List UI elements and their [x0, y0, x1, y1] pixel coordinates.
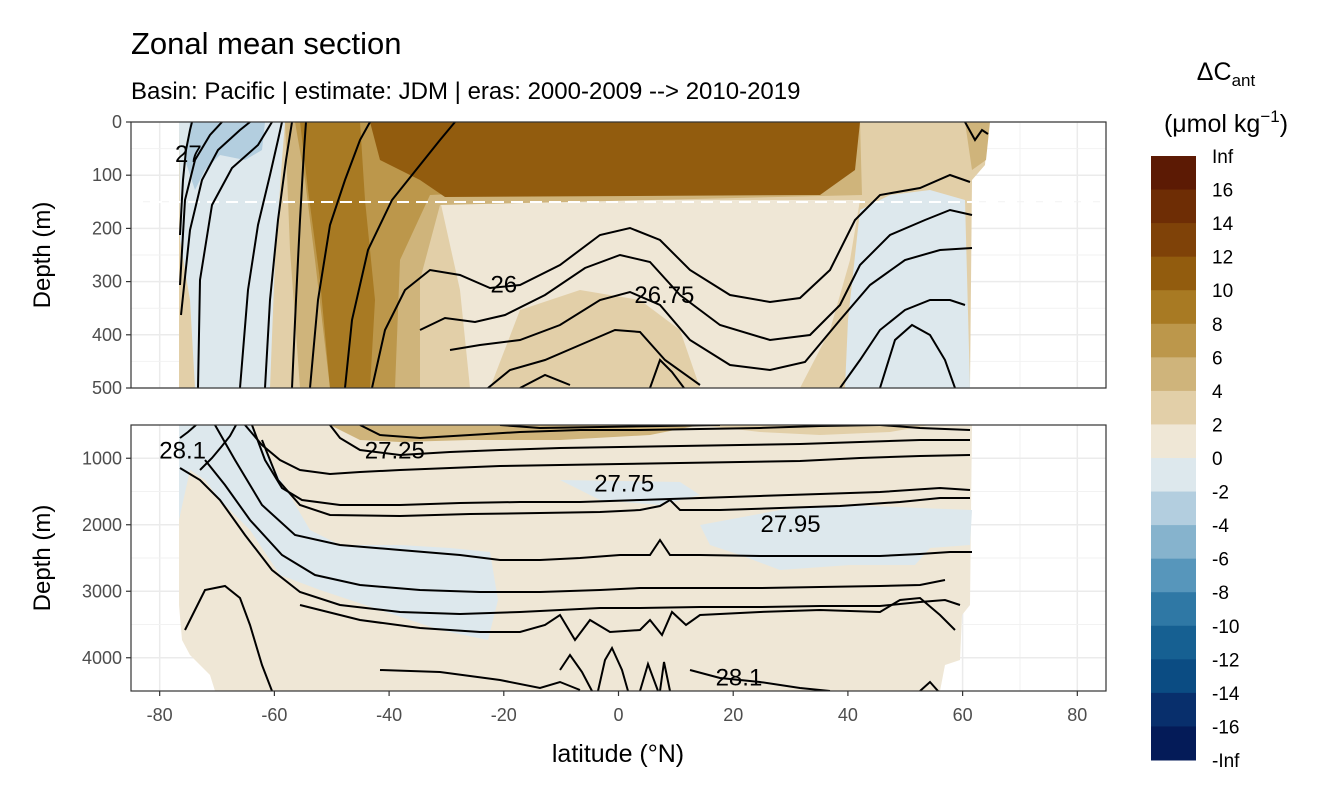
x-tick-label: 0 — [613, 705, 623, 725]
upper-fill-neg-south-strong — [185, 122, 265, 190]
upper-fill-neg-north — [845, 190, 970, 388]
legend-color-swatch — [1151, 558, 1196, 593]
x-tick-label: 40 — [838, 705, 858, 725]
legend-label: 10 — [1212, 281, 1233, 302]
contour-label: 27.25 — [365, 437, 425, 464]
legend-label: -Inf — [1212, 751, 1240, 772]
legend-label: -2 — [1212, 483, 1229, 504]
x-tick-label: 20 — [723, 705, 743, 725]
legend-color-swatch — [1151, 491, 1196, 526]
upper-fill-pos-8 — [300, 122, 375, 388]
legend-label: -6 — [1212, 550, 1229, 571]
upper-panel: 26 26.75 27 0 100 200 300 400 500 Depth (m) — [29, 112, 1107, 398]
y-tick-label: 400 — [92, 325, 122, 345]
lower-panel: 28.1 27.25 27.75 27.95 28.1 1000 2000 3000 4000… — [29, 424, 1107, 692]
legend-color-swatch — [1151, 189, 1196, 224]
x-axis: -80 -60 -40 -20 0 20 40 60 80 — [147, 691, 1087, 725]
upper-panel-border — [130, 121, 1107, 389]
legend-label: 6 — [1212, 348, 1223, 369]
x-tick-label: -40 — [376, 705, 402, 725]
legend-color-swatch — [1151, 525, 1196, 560]
legend-title-symbol: ΔCant — [1197, 58, 1256, 90]
upper-filled-contours — [179, 122, 990, 388]
legend-color-swatch — [1151, 290, 1196, 325]
legend-color-swatch — [1151, 357, 1196, 392]
legend-label: 14 — [1212, 214, 1234, 235]
legend-color-swatch — [1151, 156, 1196, 191]
chart-title: Zonal mean section — [131, 26, 402, 61]
legend-label: 0 — [1212, 449, 1223, 470]
chart-subtitle: Basin: Pacific | estimate: JDM | eras: 2… — [131, 78, 800, 105]
legend-label: -10 — [1212, 617, 1239, 638]
legend-title-close: ) — [1280, 110, 1288, 138]
y-tick-label: 300 — [92, 272, 122, 292]
legend-label: -4 — [1212, 516, 1229, 537]
legend-color-swatch — [1151, 256, 1196, 291]
legend-title-subscript: ant — [1232, 71, 1256, 90]
legend-title-superscript: −1 — [1260, 107, 1279, 126]
legend-label: 4 — [1212, 382, 1223, 403]
legend-color-swatch — [1151, 659, 1196, 694]
contour-label: 26 — [490, 271, 517, 298]
legend-color-swatch — [1151, 390, 1196, 425]
contour-label: 28.1 — [716, 665, 763, 692]
lower-y-axis: 1000 2000 3000 4000 — [82, 448, 131, 668]
legend-label: -12 — [1212, 650, 1239, 671]
upper-isopycnals — [179, 122, 989, 388]
legend-color-swatch — [1151, 726, 1196, 761]
contour-label: 27.95 — [761, 511, 821, 538]
legend: ΔCant (μmol kg−1) Inf 16 14 12 10 8 6 4 2 0 -2 -4 -6… — [1151, 58, 1288, 772]
legend-label: 8 — [1212, 315, 1223, 336]
y-tick-label: 0 — [112, 112, 122, 132]
legend-label: 2 — [1212, 415, 1223, 436]
upper-fill-zero-band — [440, 200, 860, 388]
legend-color-swatch — [1151, 592, 1196, 627]
legend-colorbar — [1151, 156, 1196, 761]
contour-label: 27.75 — [594, 471, 654, 498]
contour-label: 28.1 — [159, 437, 206, 464]
legend-label: -8 — [1212, 583, 1229, 604]
x-tick-label: 60 — [953, 705, 973, 725]
lower-y-axis-title: Depth (m) — [29, 505, 56, 612]
legend-color-swatch — [1151, 692, 1196, 727]
upper-y-axis: 0 100 200 300 400 500 — [92, 112, 131, 398]
legend-title-unit-text: (μmol kg — [1164, 110, 1260, 138]
x-tick-label: -20 — [491, 705, 517, 725]
x-tick-label: -60 — [261, 705, 287, 725]
y-tick-label: 4000 — [82, 648, 122, 668]
lower-fill-neg-south — [179, 425, 498, 640]
lower-isopycnals — [179, 425, 972, 691]
upper-contour-labels: 26 26.75 27 — [175, 141, 694, 309]
y-tick-label: 1000 — [82, 448, 122, 468]
legend-labels: Inf 16 14 12 10 8 6 4 2 0 -2 -4 -6 -8 -10 -12 -14 -16 -Inf — [1212, 147, 1240, 772]
x-tick-label: -80 — [147, 705, 173, 725]
legend-label: 12 — [1212, 248, 1233, 269]
legend-label: 16 — [1212, 181, 1233, 202]
lower-fill-neg-north — [700, 505, 972, 570]
upper-y-axis-title: Depth (m) — [29, 202, 56, 309]
contour-label: 26.75 — [634, 282, 694, 309]
y-tick-label: 200 — [92, 218, 122, 238]
lower-contour-labels: 28.1 27.25 27.75 27.95 28.1 — [159, 437, 820, 691]
legend-title-main: ΔC — [1197, 58, 1232, 86]
y-tick-label: 100 — [92, 165, 122, 185]
legend-title-unit: (μmol kg−1) — [1164, 107, 1288, 138]
y-tick-label: 2000 — [82, 515, 122, 535]
legend-color-swatch — [1151, 323, 1196, 358]
x-axis-title: latitude (°N) — [552, 740, 684, 768]
upper-fill-neg-south — [179, 122, 285, 388]
legend-color-swatch — [1151, 625, 1196, 660]
x-tick-label: 80 — [1067, 705, 1087, 725]
contour-label: 27 — [175, 141, 202, 168]
legend-label: Inf — [1212, 147, 1234, 168]
y-tick-label: 3000 — [82, 581, 122, 601]
legend-label: -14 — [1212, 684, 1240, 705]
legend-color-swatch — [1151, 223, 1196, 258]
legend-color-swatch — [1151, 424, 1196, 459]
legend-label: -16 — [1212, 717, 1239, 738]
upper-fill-pos-12 — [370, 122, 860, 197]
y-tick-label: 500 — [92, 378, 122, 398]
legend-color-swatch — [1151, 458, 1196, 493]
